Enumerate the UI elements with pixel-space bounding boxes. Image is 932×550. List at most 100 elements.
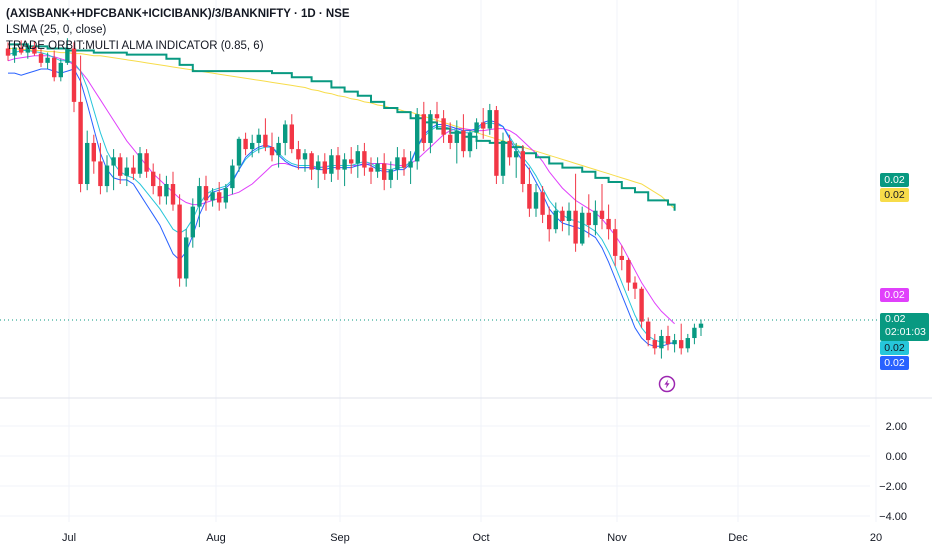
candle[interactable] [335, 147, 341, 180]
candle[interactable] [685, 333, 690, 353]
candle[interactable] [454, 120, 459, 164]
candle[interactable] [111, 149, 116, 191]
candle[interactable] [507, 134, 512, 166]
candle[interactable] [78, 55, 83, 193]
candle[interactable] [349, 147, 354, 174]
candle[interactable] [593, 200, 598, 236]
candle[interactable] [560, 206, 565, 232]
candle[interactable] [646, 317, 651, 347]
candle[interactable] [672, 333, 677, 353]
symbol-title[interactable]: (AXISBANK+HDFCBANK+ICICIBANK)/3/BANKNIFT… [6, 8, 350, 20]
candle[interactable] [98, 142, 103, 195]
candle[interactable] [520, 145, 525, 193]
oscillator-axis[interactable]: 2.00 0.00 −2.00 −4.00 [879, 421, 907, 523]
candle[interactable] [514, 142, 519, 178]
candle[interactable] [144, 149, 149, 178]
candle[interactable] [639, 286, 644, 328]
candle[interactable] [692, 323, 697, 345]
candle[interactable] [157, 173, 162, 205]
candle[interactable] [45, 52, 50, 70]
candle[interactable] [5, 42, 11, 61]
candle[interactable] [329, 149, 334, 182]
candle[interactable] [190, 198, 195, 248]
candle[interactable] [58, 58, 63, 82]
candle[interactable] [368, 157, 374, 185]
candle[interactable] [38, 48, 44, 67]
candle[interactable] [408, 151, 413, 185]
candle[interactable] [474, 118, 479, 150]
candle[interactable] [223, 184, 228, 209]
candle[interactable] [553, 202, 558, 234]
candle[interactable] [269, 132, 275, 162]
candle[interactable] [434, 101, 440, 123]
candle[interactable] [448, 122, 453, 150]
candle[interactable] [632, 276, 638, 300]
candle[interactable] [217, 181, 222, 211]
candle[interactable] [342, 153, 347, 187]
candle[interactable] [573, 173, 578, 252]
candle[interactable] [467, 130, 473, 158]
candle[interactable] [289, 114, 294, 154]
candle[interactable] [382, 153, 387, 191]
candle[interactable] [283, 120, 288, 156]
candle[interactable] [626, 257, 631, 291]
candle[interactable] [276, 136, 281, 168]
candle[interactable] [401, 149, 407, 176]
candle[interactable] [250, 134, 255, 158]
candle[interactable] [71, 42, 77, 113]
candle[interactable] [25, 44, 30, 59]
candle[interactable] [296, 140, 301, 170]
candle[interactable] [586, 194, 591, 238]
candle[interactable] [118, 153, 123, 185]
candle[interactable] [580, 206, 585, 246]
candle[interactable] [527, 167, 532, 217]
candle[interactable] [500, 132, 506, 185]
candle[interactable] [652, 333, 657, 355]
candle[interactable] [613, 218, 618, 267]
candle[interactable] [487, 103, 492, 135]
candle[interactable] [665, 325, 671, 351]
candle[interactable] [170, 171, 176, 211]
candle[interactable] [263, 118, 268, 152]
candle[interactable] [137, 147, 143, 178]
candle[interactable] [441, 110, 446, 143]
candle[interactable] [421, 101, 426, 152]
candle[interactable] [52, 50, 57, 82]
candle[interactable] [164, 175, 169, 205]
candle[interactable] [599, 184, 605, 230]
candle[interactable] [256, 128, 261, 154]
candle[interactable] [85, 130, 90, 191]
candle[interactable] [236, 136, 242, 172]
candle[interactable] [104, 155, 110, 193]
candle[interactable] [375, 157, 380, 178]
candle[interactable] [547, 206, 552, 242]
candle[interactable] [316, 155, 321, 189]
candle[interactable] [494, 105, 499, 185]
candle[interactable] [131, 155, 136, 180]
time-axis[interactable]: Jul Aug Sep Oct Nov Dec 20 [62, 532, 882, 544]
lsma-legend-label[interactable]: LSMA (25, 0, close) [6, 24, 107, 36]
candle[interactable] [203, 175, 209, 211]
candle[interactable] [533, 184, 539, 217]
candle[interactable] [230, 159, 235, 195]
candle[interactable] [619, 245, 624, 271]
candle[interactable] [415, 108, 420, 170]
candle[interactable] [362, 142, 367, 176]
candle[interactable] [606, 204, 611, 240]
flash-icon[interactable] [658, 375, 676, 393]
candle[interactable] [302, 149, 308, 172]
candle[interactable] [19, 40, 24, 55]
candle[interactable] [698, 319, 704, 336]
candle[interactable] [679, 323, 684, 355]
candle[interactable] [481, 108, 486, 139]
candle[interactable] [32, 41, 37, 56]
candle[interactable] [540, 186, 545, 224]
candle[interactable] [210, 188, 215, 207]
candle[interactable] [395, 147, 400, 180]
candle[interactable] [91, 134, 96, 174]
alma-legend-label[interactable]: TRADE ORBIT:MULTI ALMA INDICATOR (0.85, … [6, 40, 264, 52]
candle[interactable] [461, 114, 466, 158]
candle[interactable] [309, 151, 314, 180]
candle[interactable] [388, 161, 393, 189]
